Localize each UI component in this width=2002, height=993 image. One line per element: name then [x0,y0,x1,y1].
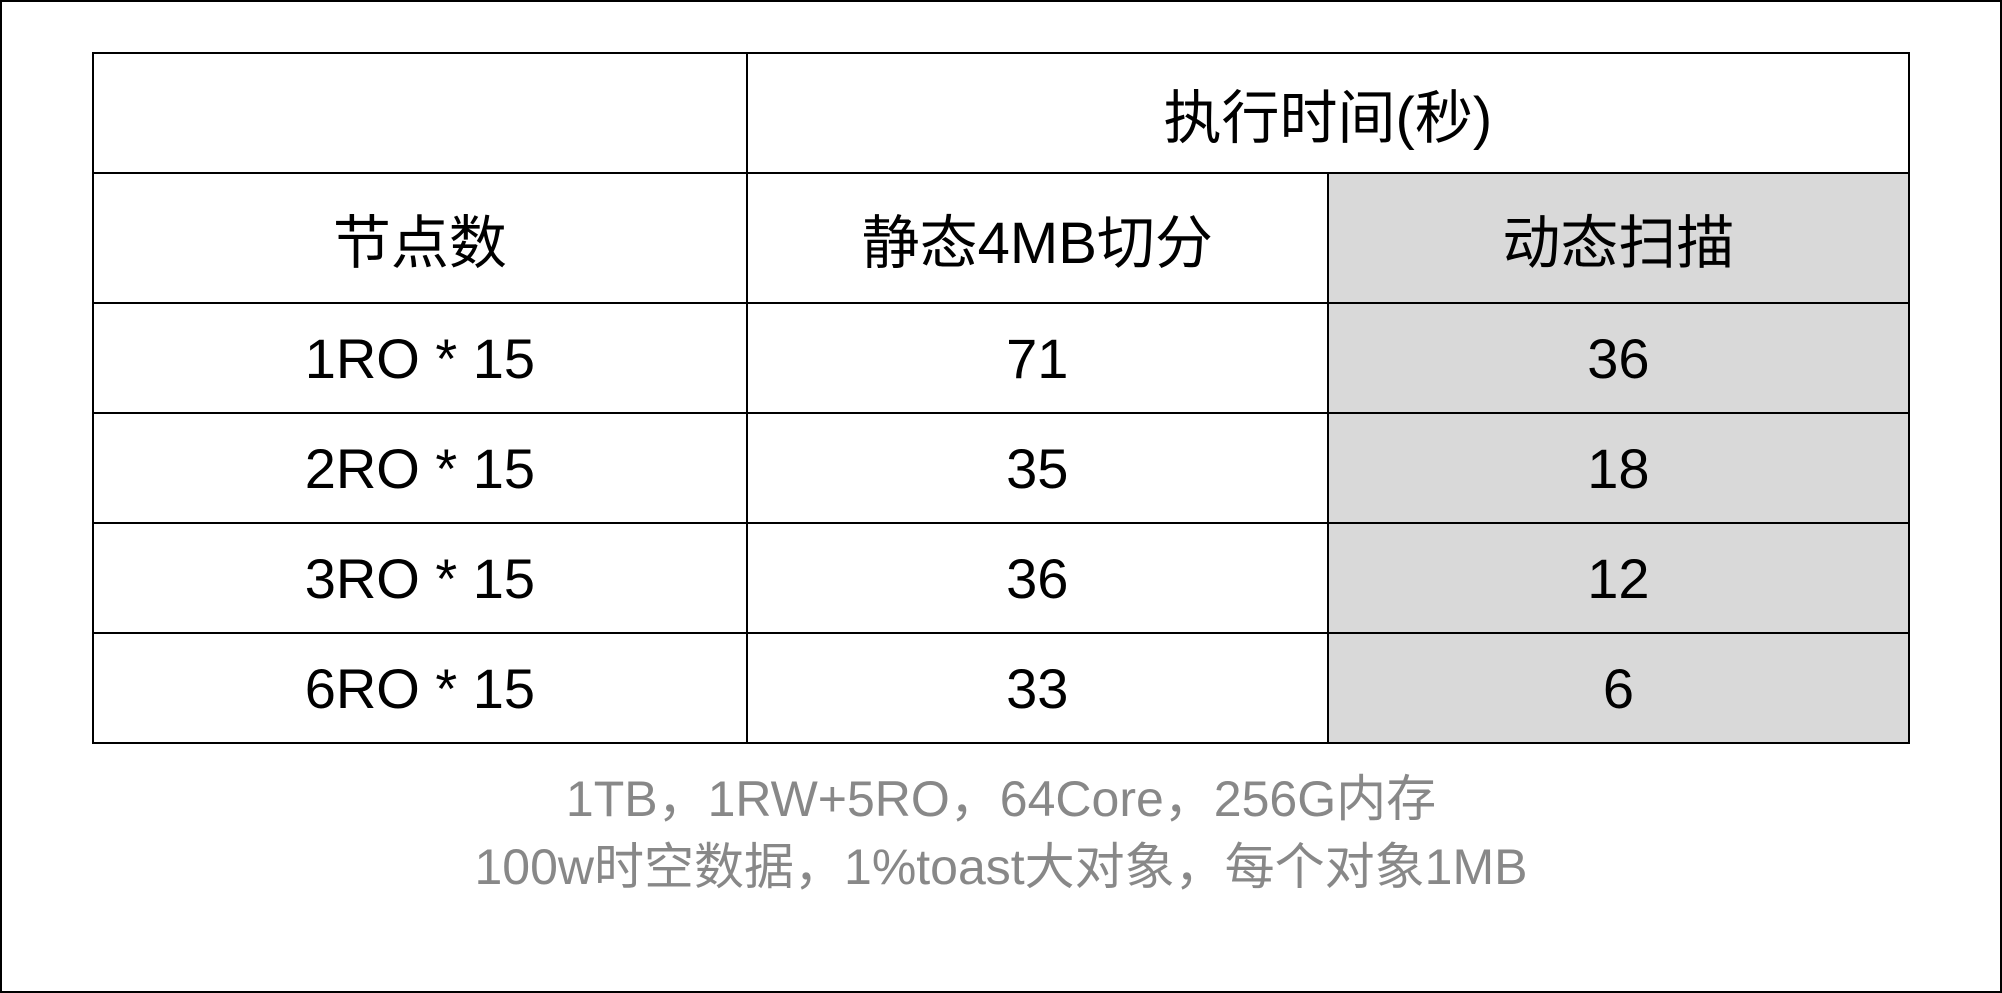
table-row: 1RO * 15 71 36 [93,303,1909,413]
cell-dynamic: 18 [1328,413,1909,523]
cell-static: 36 [747,523,1328,633]
cell-nodes: 2RO * 15 [93,413,747,523]
header-static-split: 静态4MB切分 [747,173,1328,303]
header-nodes: 节点数 [93,173,747,303]
cell-dynamic: 12 [1328,523,1909,633]
header-exec-time: 执行时间(秒) [747,53,1909,173]
header-dynamic-scan: 动态扫描 [1328,173,1909,303]
cell-static: 33 [747,633,1328,743]
performance-table: 执行时间(秒) 节点数 静态4MB切分 动态扫描 1RO * 15 71 36 … [92,52,1910,744]
cell-dynamic: 6 [1328,633,1909,743]
table-row: 2RO * 15 35 18 [93,413,1909,523]
cell-dynamic: 36 [1328,303,1909,413]
cell-static: 35 [747,413,1328,523]
caption: 1TB，1RW+5RO，64Core，256G内存 100w时空数据，1%toa… [92,766,1910,901]
cell-nodes: 6RO * 15 [93,633,747,743]
cell-nodes: 3RO * 15 [93,523,747,633]
page-frame: 执行时间(秒) 节点数 静态4MB切分 动态扫描 1RO * 15 71 36 … [0,0,2002,993]
table-row: 3RO * 15 36 12 [93,523,1909,633]
table-row: 6RO * 15 33 6 [93,633,1909,743]
table-header-row-2: 节点数 静态4MB切分 动态扫描 [93,173,1909,303]
cell-static: 71 [747,303,1328,413]
header-blank-cell [93,53,747,173]
caption-line-1: 1TB，1RW+5RO，64Core，256G内存 [92,766,1910,834]
cell-nodes: 1RO * 15 [93,303,747,413]
caption-line-2: 100w时空数据，1%toast大对象，每个对象1MB [92,834,1910,902]
table-header-row-1: 执行时间(秒) [93,53,1909,173]
